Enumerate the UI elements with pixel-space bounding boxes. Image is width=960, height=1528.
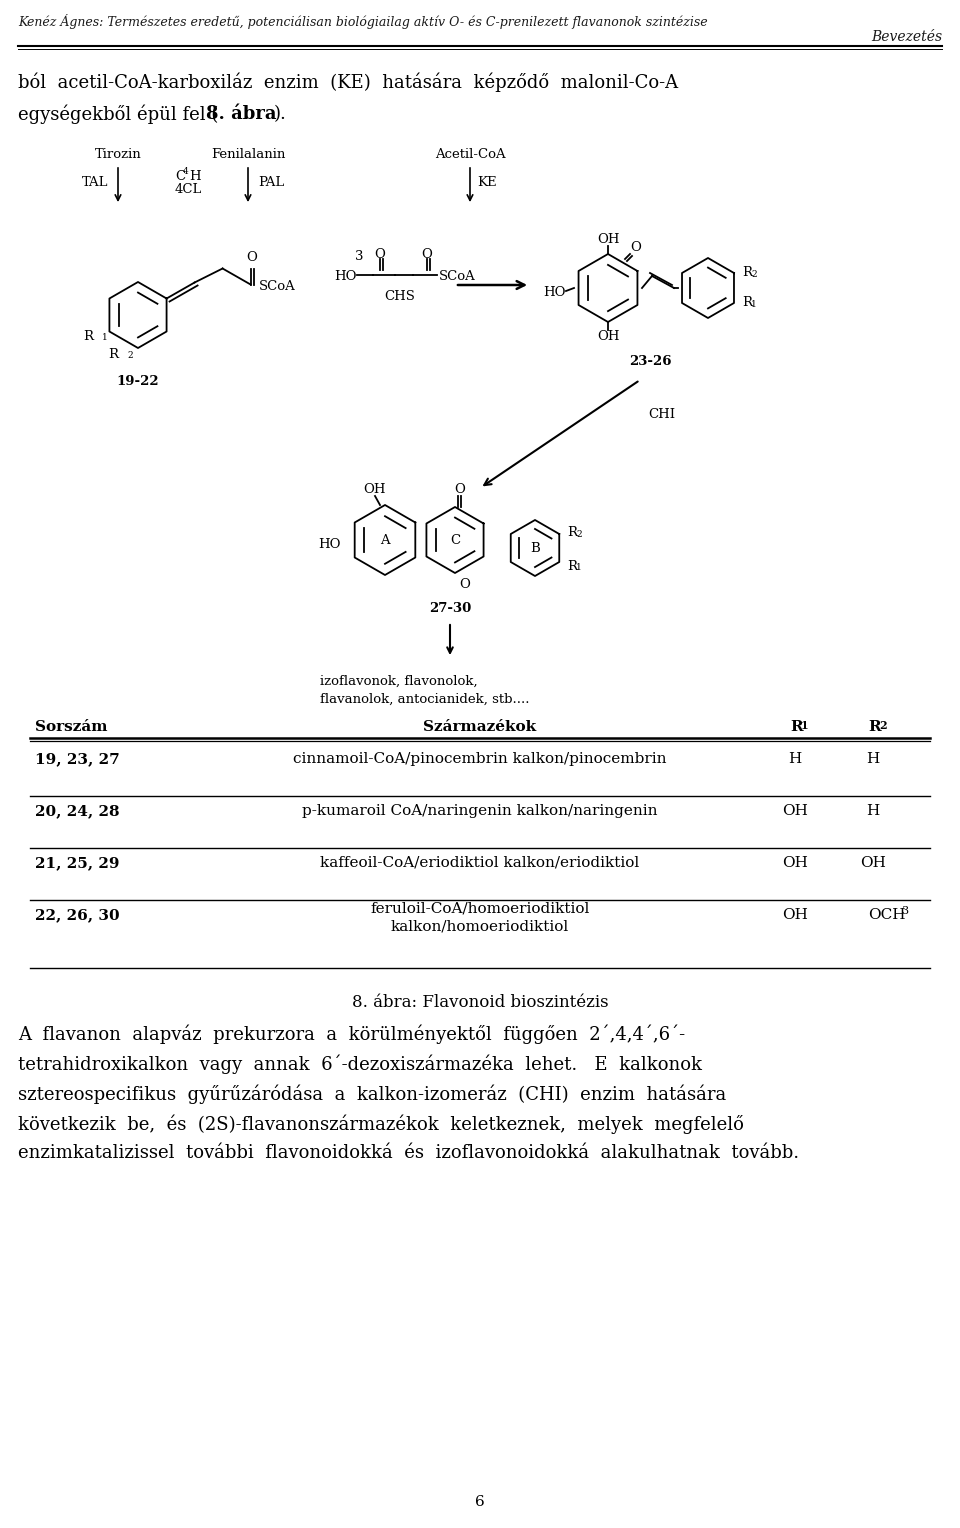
Text: sztereospecifikus  gyűrűzáródása  a  kalkon-izomeráz  (CHI)  enzim  hatására: sztereospecifikus gyűrűzáródása a kalkon… [18,1083,727,1103]
Text: 8. ábra: Flavonoid bioszintézis: 8. ábra: Flavonoid bioszintézis [351,995,609,1012]
Text: feruloil-CoA/homoeriodiktiol: feruloil-CoA/homoeriodiktiol [371,902,589,915]
Text: enzimkatalizissel  további  flavonoidokká  és  izoflavonoidokká  alakulhatnak  t: enzimkatalizissel további flavonoidokká … [18,1144,799,1161]
Text: PAL: PAL [258,177,284,189]
Text: OH: OH [782,804,808,817]
Text: Származékok: Származékok [423,720,537,733]
Text: kalkon/homoeriodiktiol: kalkon/homoeriodiktiol [391,920,569,934]
Text: R: R [567,527,577,539]
Text: O: O [421,248,432,261]
Text: HO: HO [319,538,341,552]
Text: izoflavonok, flavonolok,: izoflavonok, flavonolok, [320,675,478,688]
Text: Fenilalanin: Fenilalanin [211,148,285,160]
Text: 19-22: 19-22 [117,374,159,388]
Text: 1: 1 [801,720,808,730]
Text: H: H [788,752,802,766]
Text: OH: OH [782,908,808,921]
Text: 4CL: 4CL [175,183,203,196]
Text: 3: 3 [355,251,364,263]
Text: 8. ábra: 8. ábra [206,105,276,122]
Text: B: B [530,541,540,555]
Text: OCH: OCH [868,908,905,921]
Text: OH: OH [597,330,619,342]
Text: flavanolok, antocianidek, stb....: flavanolok, antocianidek, stb.... [320,694,530,706]
Text: H: H [866,752,879,766]
Text: 2: 2 [576,530,582,539]
Text: 1: 1 [576,562,582,571]
Text: OH: OH [782,856,808,869]
Text: H: H [189,170,201,183]
Text: O: O [247,251,257,264]
Text: CHS: CHS [385,290,416,303]
Text: 2: 2 [879,720,887,730]
Text: R: R [868,720,880,733]
Text: O: O [455,483,466,497]
Text: 21, 25, 29: 21, 25, 29 [35,856,119,869]
Text: CHI: CHI [648,408,675,422]
Text: C: C [450,533,460,547]
Text: Acetil-CoA: Acetil-CoA [435,148,505,160]
Text: O: O [460,578,470,591]
Text: kaffeoil-CoA/eriodiktiol kalkon/eriodiktiol: kaffeoil-CoA/eriodiktiol kalkon/eriodikt… [321,856,639,869]
Text: Kenéz Ágnes: Természetes eredetű, potenciálisan biológiailag aktív O- és C-preni: Kenéz Ágnes: Természetes eredetű, potenc… [18,14,708,29]
Text: KE: KE [477,177,496,189]
Text: 3: 3 [901,906,908,915]
Text: 27-30: 27-30 [429,602,471,614]
Text: 6: 6 [475,1494,485,1510]
Text: ).: ). [274,105,287,122]
Text: 20, 24, 28: 20, 24, 28 [35,804,120,817]
Text: O: O [630,241,641,254]
Text: HO: HO [334,270,357,283]
Text: R: R [742,266,752,280]
Text: 1: 1 [102,333,108,342]
Text: OH: OH [364,483,386,497]
Text: OH: OH [597,232,619,246]
Text: következik  be,  és  (2S)-flavanonszármazékok  keletkeznek,  melyek  megfelelő: következik be, és (2S)-flavanonszármazék… [18,1114,744,1134]
Text: O: O [374,248,385,261]
Text: OH: OH [860,856,886,869]
Text: Sorszám: Sorszám [35,720,108,733]
Text: 1: 1 [751,299,756,309]
Text: TAL: TAL [82,177,108,189]
Text: R: R [742,296,752,310]
Text: 22, 26, 30: 22, 26, 30 [35,908,120,921]
Text: 2: 2 [751,270,756,280]
Text: R: R [108,348,118,362]
Text: R: R [83,330,93,344]
Text: 2: 2 [127,351,132,361]
Text: R: R [567,559,577,573]
Text: 23-26: 23-26 [629,354,671,368]
Text: ból  acetil-CoA-karboxiláz  enzim  (KE)  hatására  képződő  malonil-Co-A: ból acetil-CoA-karboxiláz enzim (KE) hat… [18,72,678,92]
Text: C: C [175,170,185,183]
Text: A: A [380,533,390,547]
Text: H: H [866,804,879,817]
Text: SCoA: SCoA [439,270,476,283]
Text: tetrahidroxikalkon  vagy  annak  6´-dezoxiszármazéka  lehet.   E  kalkonok: tetrahidroxikalkon vagy annak 6´-dezoxis… [18,1054,702,1074]
Text: A  flavanon  alapváz  prekurzora  a  körülményektől  függően  2´,4,4´,6´-: A flavanon alapváz prekurzora a körülmén… [18,1024,685,1044]
Text: egységekből épül fel (: egységekből épül fel ( [18,105,218,124]
Text: HO: HO [543,287,566,299]
Text: R: R [790,720,803,733]
Text: Bevezetés: Bevezetés [871,31,942,44]
Text: cinnamoil-CoA/pinocembrin kalkon/pinocembrin: cinnamoil-CoA/pinocembrin kalkon/pinocem… [293,752,667,766]
Text: 4: 4 [183,167,189,176]
Text: p-kumaroil CoA/naringenin kalkon/naringenin: p-kumaroil CoA/naringenin kalkon/naringe… [302,804,658,817]
Text: 19, 23, 27: 19, 23, 27 [35,752,120,766]
Text: SCoA: SCoA [258,280,296,293]
Text: Tirozin: Tirozin [95,148,141,160]
